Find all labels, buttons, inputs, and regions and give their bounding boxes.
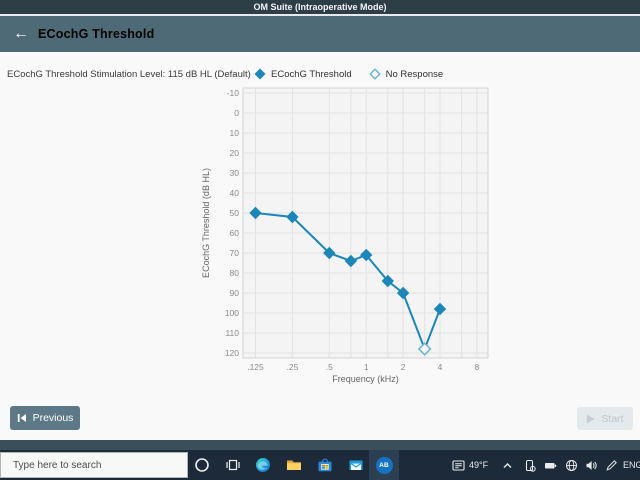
battery-icon[interactable] (544, 459, 557, 472)
chart-point-response (323, 246, 336, 260)
svg-text:110: 110 (225, 328, 239, 338)
start-button[interactable]: Start (577, 407, 633, 430)
plot-border (242, 87, 489, 359)
svg-text:10: 10 (230, 128, 240, 138)
svg-text:2: 2 (401, 362, 406, 372)
start-button-label: Start (601, 412, 624, 425)
volume-speaker-icon[interactable] (585, 459, 598, 472)
file-explorer-icon[interactable] (286, 457, 302, 473)
mail-icon[interactable] (348, 457, 364, 473)
svg-text:50: 50 (230, 208, 240, 218)
svg-text:4: 4 (438, 362, 443, 372)
om-suite-taskbar-button[interactable]: AB (369, 450, 399, 480)
back-arrow-icon: ← (13, 25, 29, 42)
svg-text:.125: .125 (247, 362, 264, 372)
chart-point-response (381, 274, 394, 288)
chart-point-response (433, 302, 447, 316)
ecochg-threshold-chart: -10 0 10 20 30 40 50 60 70 80 90 100 110 120 .125 .25 .5… (201, 87, 489, 384)
app-header (0, 16, 640, 52)
svg-text:.25: .25 (286, 362, 298, 372)
filled-diamond-icon (254, 68, 266, 80)
y-axis-title: ECochG Threshold (dB HL) (201, 168, 211, 278)
svg-text:8: 8 (475, 362, 480, 372)
weather-temperature[interactable]: 49°F (469, 460, 489, 470)
chart-point-response (360, 248, 373, 262)
open-diamond-icon (368, 68, 381, 80)
skip-previous-icon (17, 414, 26, 422)
svg-text:30: 30 (230, 168, 240, 178)
microsoft-store-icon[interactable] (317, 457, 333, 473)
svg-text:70: 70 (230, 248, 240, 258)
svg-text:60: 60 (230, 228, 240, 238)
page-title: ECochG Threshold (38, 27, 155, 41)
stimulation-level-label: ECochG Threshold Stimulation Level: 115 … (7, 69, 251, 80)
svg-text:80: 80 (230, 268, 240, 278)
svg-text:0: 0 (234, 108, 239, 118)
x-tick-labels: .125 .25 .5 1 2 4 8 (247, 362, 479, 372)
edge-browser-icon[interactable] (255, 457, 271, 473)
cortana-icon[interactable] (194, 457, 210, 473)
svg-text:1: 1 (364, 362, 369, 372)
chart-point-response (286, 210, 299, 224)
svg-text:.5: .5 (326, 362, 333, 372)
back-button[interactable]: ← (13, 16, 29, 52)
gridlines (243, 88, 488, 358)
window-title: OM Suite (Intraoperative Mode) (253, 2, 387, 12)
ab-app-icon: AB (375, 456, 393, 474)
your-phone-icon[interactable] (523, 459, 536, 472)
task-view-icon[interactable] (225, 457, 241, 473)
pen-workspace-icon[interactable] (605, 459, 618, 472)
previous-button-label: Previous (32, 412, 74, 424)
y-tick-labels: -10 0 10 20 30 40 50 60 70 80 90 100 110 120 (225, 88, 239, 358)
language-indicator[interactable]: ENG (623, 460, 640, 470)
show-hidden-icons-chevron[interactable] (501, 459, 514, 472)
legend-label-threshold: ECochG Threshold (271, 68, 352, 80)
plot-area (243, 88, 488, 358)
chart-legend: ECochG Threshold No Response (254, 66, 443, 82)
svg-text:20: 20 (230, 148, 240, 158)
svg-text:100: 100 (225, 308, 239, 318)
svg-text:40: 40 (230, 188, 240, 198)
chart-point-no-response (417, 342, 432, 356)
news-weather-icon[interactable] (452, 459, 465, 472)
play-icon (587, 414, 595, 423)
svg-text:120: 120 (225, 348, 239, 358)
svg-text:-10: -10 (227, 88, 240, 98)
svg-text:90: 90 (230, 288, 240, 298)
titlebar-separator (0, 14, 640, 16)
chart-point-response (396, 286, 410, 300)
chart-point-response (249, 206, 262, 220)
chart-point-response (344, 254, 358, 268)
x-axis-title: Frequency (kHz) (332, 374, 399, 384)
legend-label-no-response: No Response (385, 68, 444, 80)
window-titlebar: OM Suite (Intraoperative Mode) (0, 0, 640, 14)
previous-button[interactable]: Previous (10, 406, 80, 430)
taskbar-search-input[interactable] (0, 452, 188, 478)
network-globe-icon[interactable] (565, 459, 578, 472)
window-bottom-strip (0, 440, 640, 450)
